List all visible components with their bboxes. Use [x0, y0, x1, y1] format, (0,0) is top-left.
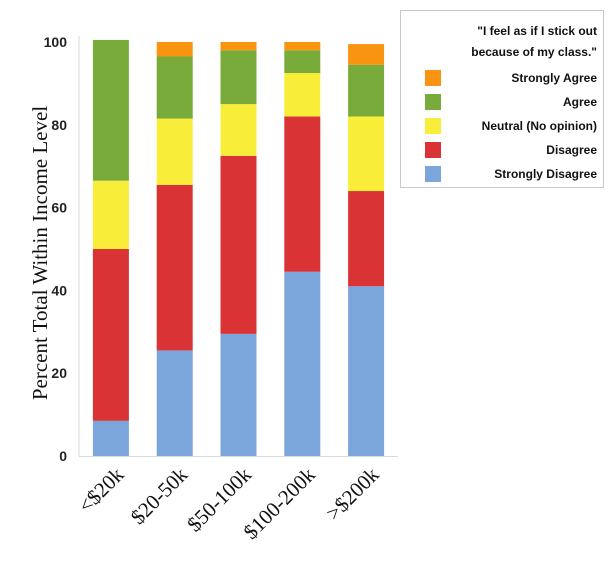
legend-label: Disagree: [546, 143, 597, 157]
legend-swatch: [425, 94, 441, 110]
legend-item: Disagree: [425, 141, 597, 159]
y-tick-label: 60: [51, 200, 67, 216]
bar-segment-strongly-agree: [220, 42, 257, 51]
bar-segment-strongly-agree: [348, 44, 385, 65]
bar-segment-disagree: [220, 155, 257, 334]
y-tick-label: 100: [44, 34, 68, 50]
legend-swatch: [425, 142, 441, 158]
bar-segment-strongly-disagree: [92, 420, 129, 456]
bar-segment-strongly-agree: [156, 42, 193, 57]
legend-swatch: [425, 118, 441, 134]
bar-segment-strongly-disagree: [220, 333, 257, 456]
legend-swatch: [425, 166, 441, 182]
bar-segment-agree: [156, 56, 193, 119]
bar-segment-disagree: [92, 249, 129, 421]
bar-segment-strongly-disagree: [348, 286, 385, 456]
legend-swatch: [425, 70, 441, 86]
bar-segment-disagree: [156, 184, 193, 351]
bar-segment-neutral-no-opinion: [348, 116, 385, 192]
legend-item: Neutral (No opinion): [425, 117, 597, 135]
legend: "I feel as if I stick out because of my …: [400, 10, 604, 188]
legend-title: "I feel as if I stick out because of my …: [407, 21, 597, 63]
bar-segment-strongly-disagree: [284, 271, 321, 456]
legend-item: Strongly Disagree: [425, 165, 597, 183]
bar-segment-neutral-no-opinion: [92, 180, 129, 249]
legend-label: Strongly Agree: [511, 71, 597, 85]
legend-item: Strongly Agree: [425, 69, 597, 87]
bar-segment-neutral-no-opinion: [284, 73, 321, 117]
bar-segment-strongly-agree: [284, 42, 321, 51]
legend-title-line-1: "I feel as if I stick out: [477, 24, 597, 38]
legend-label: Strongly Disagree: [494, 167, 597, 181]
x-tick-label: <$20k: [73, 462, 128, 517]
bar-segment-strongly-disagree: [156, 350, 193, 456]
y-tick-label: 0: [59, 448, 67, 464]
bar-segment-agree: [92, 39, 129, 181]
legend-title-line-2: because of my class.": [471, 45, 597, 59]
legend-item: Agree: [425, 93, 597, 111]
legend-label: Neutral (No opinion): [481, 119, 597, 133]
legend-label: Agree: [562, 95, 597, 109]
bar-segment-neutral-no-opinion: [220, 104, 257, 156]
bar-segment-disagree: [284, 116, 321, 272]
bar-segment-disagree: [348, 191, 385, 287]
y-tick-label: 40: [51, 282, 67, 298]
bar-segment-neutral-no-opinion: [156, 118, 193, 185]
bar-segment-agree: [348, 64, 385, 117]
x-tick-label: >$200k: [321, 462, 384, 525]
bar-segment-agree: [284, 50, 321, 74]
y-axis-label: Percent Total Within Income Level: [28, 106, 52, 400]
y-tick-label: 20: [51, 365, 67, 381]
bar-segment-agree: [220, 50, 257, 105]
y-tick-label: 80: [51, 117, 67, 133]
